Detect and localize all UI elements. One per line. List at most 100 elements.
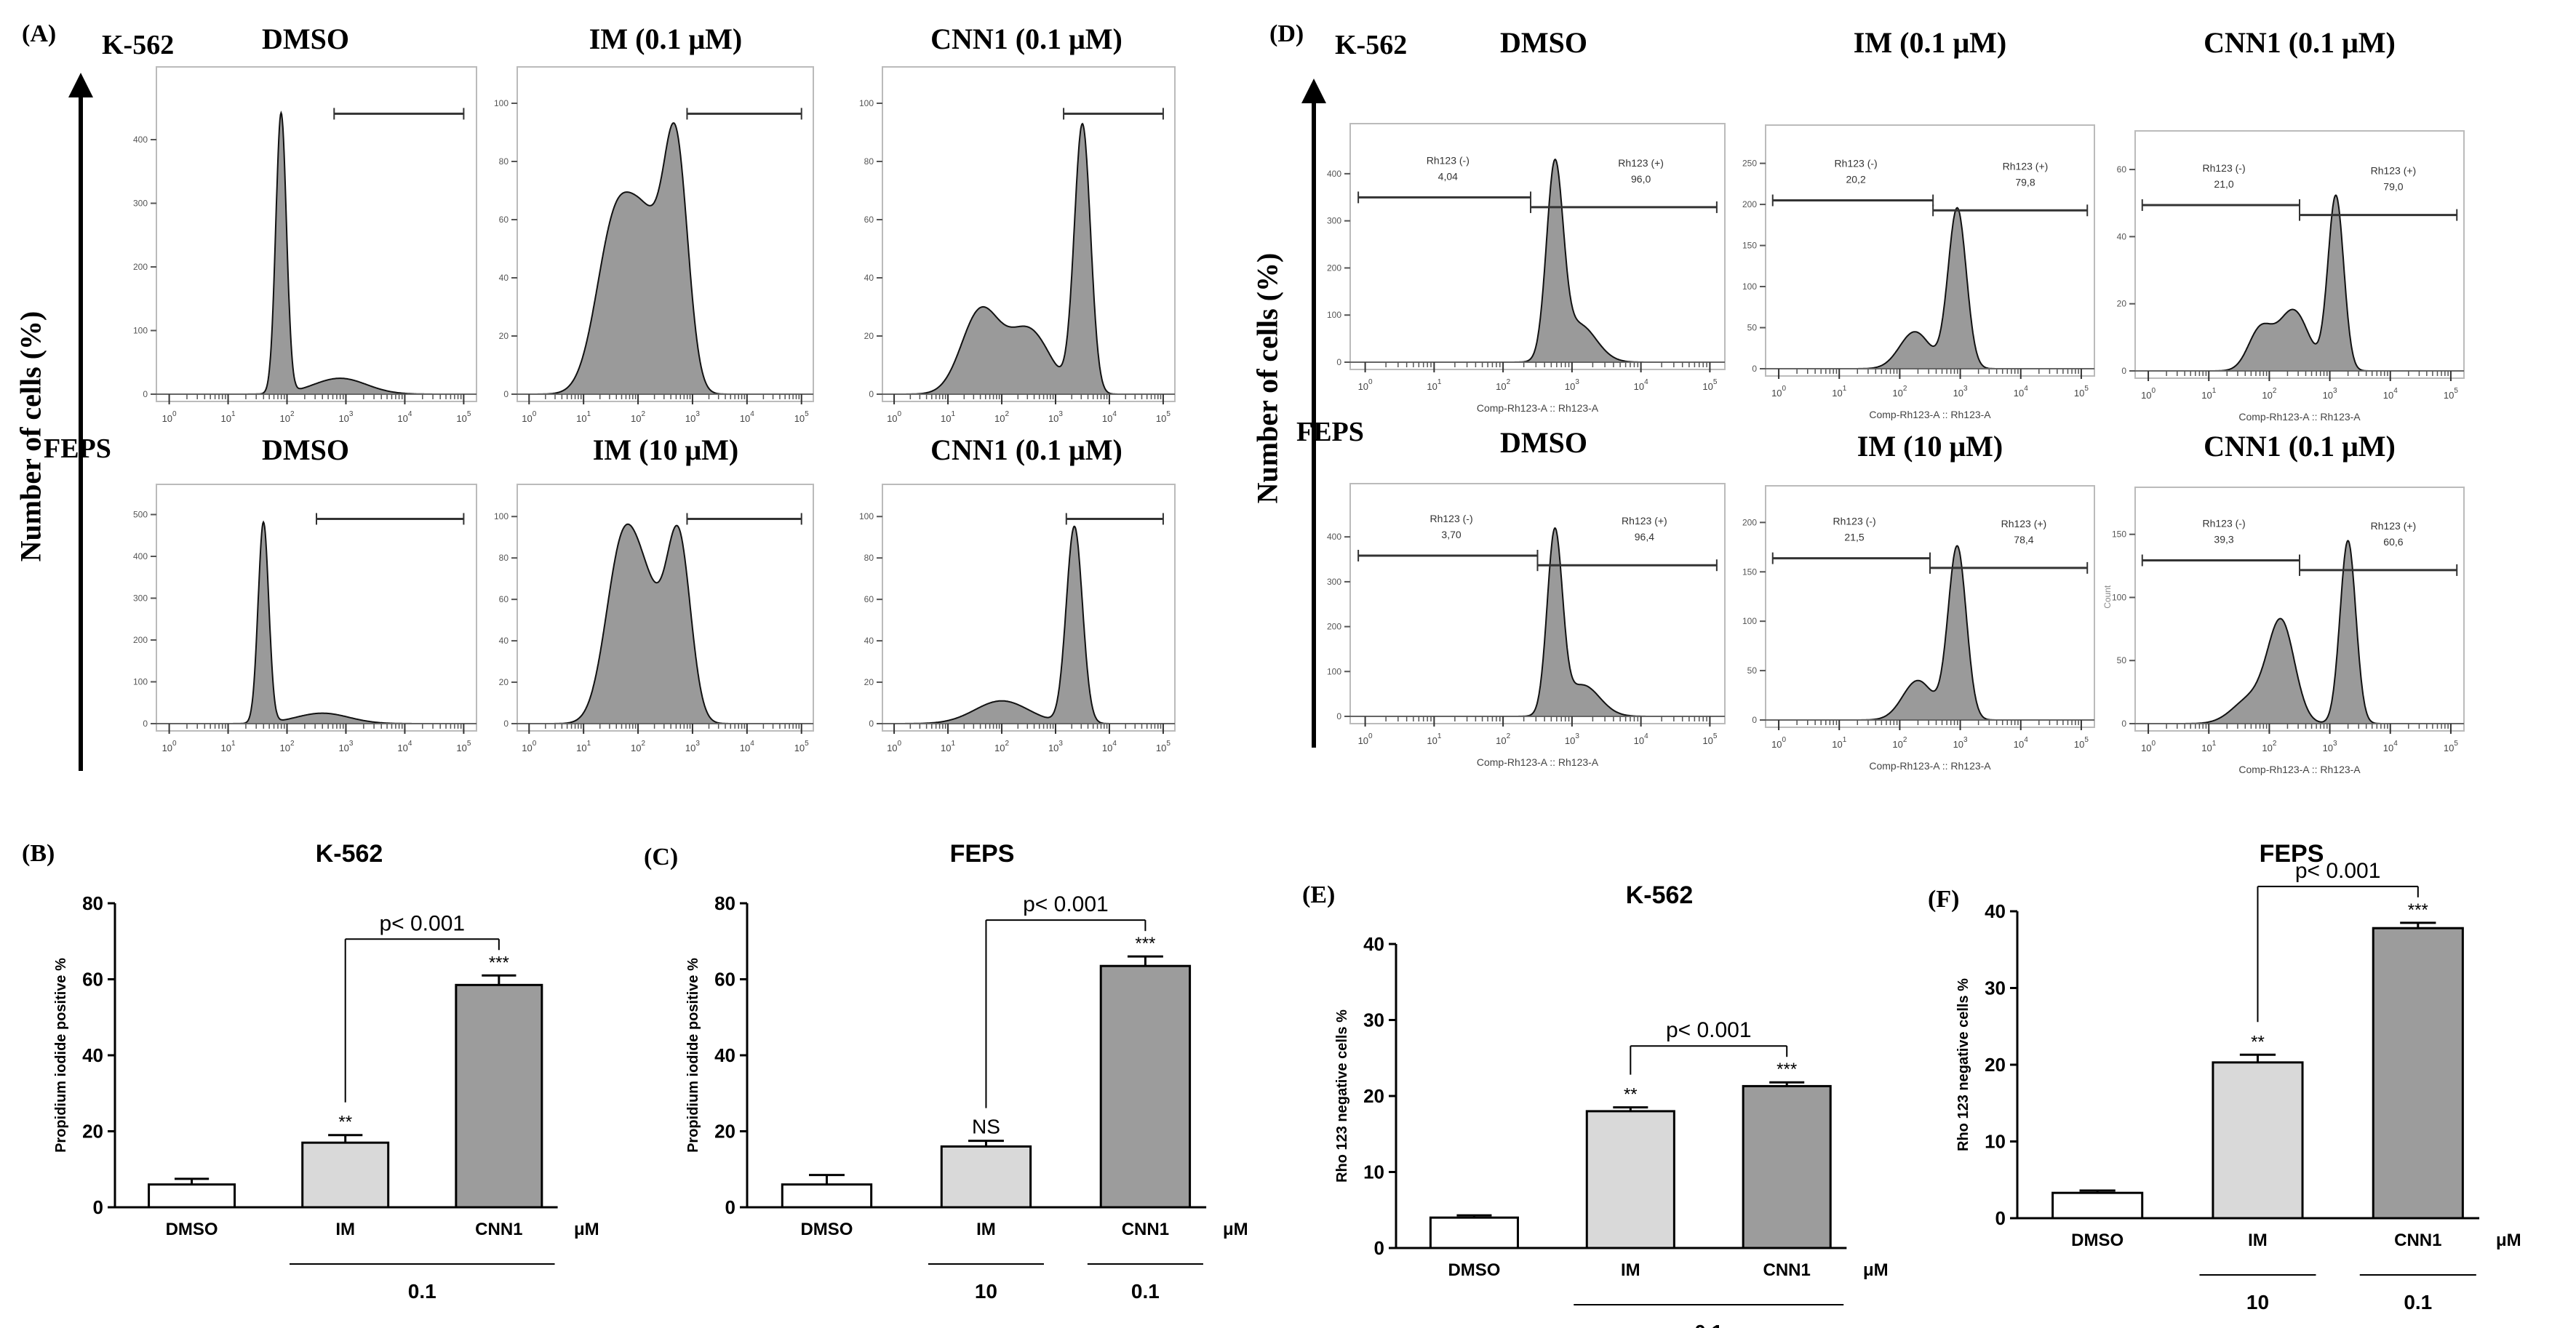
bar-chart-svg: 0 10 20 30 40 Rho 123 negative cells % DMSO ** I…: [1334, 933, 1889, 1328]
y-tick-label: 30: [1985, 977, 2006, 999]
y-tick-label: 40: [864, 636, 874, 646]
y-tick-label: 20: [714, 1121, 735, 1143]
category-label: DMSO: [800, 1220, 853, 1239]
bar-im: [2212, 1061, 2304, 1220]
y-tick-label: 0: [1752, 715, 1757, 725]
y-tick-label: 20: [499, 331, 509, 341]
gate-value-negative: 3,70: [1441, 529, 1461, 540]
gate-value-negative: 39,3: [2214, 534, 2233, 545]
x-tick-exponent: 5: [467, 410, 471, 418]
category-label: IM: [335, 1220, 355, 1239]
gate-value-positive: 79,8: [2015, 176, 2035, 188]
x-tick-label: 104: [740, 740, 754, 753]
x-tick-label: 101: [2201, 740, 2216, 753]
x-tick-label: 101: [221, 410, 236, 424]
histogram-curve: [1769, 207, 2091, 369]
x-tick-exponent: 1: [952, 410, 956, 418]
bar-chart-svg: 0 20 40 60 80 Propidium iodide positive % DMSO…: [53, 892, 599, 1303]
x-tick-label: 103: [1953, 385, 1968, 399]
y-tick-label: 0: [2121, 366, 2126, 376]
y-tick-label: 100: [494, 98, 509, 108]
x-tick-label: 100: [162, 740, 177, 753]
significance-marker: **: [1624, 1085, 1638, 1105]
x-tick-label: 101: [1427, 378, 1441, 392]
category-label: IM: [2248, 1231, 2268, 1250]
y-tick-label: 10: [1985, 1131, 2006, 1153]
bar-dmso: [148, 1183, 236, 1209]
gate-value-negative: 20,2: [1846, 174, 1865, 185]
x-tick-label: 105: [2074, 385, 2089, 399]
y-tick-label: 400: [133, 551, 148, 561]
histogram-curve: [160, 110, 473, 395]
gate-value-positive: 60,6: [2383, 536, 2403, 548]
histogram-curve: [885, 525, 1172, 724]
gate-label-positive: Rh123 (+): [2371, 165, 2417, 177]
x-tick-exponent: 2: [642, 410, 646, 418]
x-tick-label: 104: [2014, 736, 2028, 750]
x-tick-label: 103: [338, 410, 353, 424]
x-tick-label: 104: [2383, 740, 2398, 753]
significance-marker: ***: [489, 953, 509, 972]
y-tick-label: 250: [1742, 159, 1757, 169]
plot-frame: [1765, 124, 2095, 377]
gate-value-positive: 96,0: [1631, 173, 1651, 185]
x-tick-exponent: 1: [1437, 732, 1442, 740]
x-tick-exponent: 5: [2084, 385, 2089, 393]
y-tick-label: 50: [2117, 655, 2127, 665]
y-tick-label: 80: [499, 156, 509, 167]
x-tick-exponent: 3: [349, 740, 354, 748]
hist-title: DMSO: [1500, 26, 1587, 59]
x-tick-label: 103: [1953, 736, 1968, 750]
panel-label-a: (A): [22, 20, 57, 47]
x-tick-exponent: 1: [1843, 736, 1847, 744]
x-tick-exponent: 1: [587, 410, 591, 418]
y-tick-label: 20: [864, 331, 874, 341]
x-tick-exponent: 5: [2084, 736, 2089, 744]
significance-marker: ***: [1135, 934, 1155, 953]
histogram-a-feps-cnn1: 0 20 40 60 80 100 100 101 102 103 104 105: [859, 484, 1176, 753]
cell-line-label-feps-a: FEPS: [44, 433, 111, 464]
significance-marker: NS: [972, 1116, 1000, 1138]
histogram-d-k562-dmso: 0 100 200 300 400 100 101 102 103 104 105 Comp-Rh12…: [1327, 123, 1726, 414]
gate-label-positive: Rh123 (+): [2003, 160, 2049, 172]
x-tick-label: 101: [1832, 385, 1846, 399]
y-tick-label: 150: [1742, 241, 1757, 251]
x-tick-label: 100: [522, 740, 536, 753]
y-tick-label: 40: [1363, 933, 1384, 955]
plot-frame: [2134, 130, 2465, 379]
y-axis-label: Count: [2102, 585, 2113, 609]
bar-cnn1: [1099, 964, 1192, 1209]
significance-marker: **: [2251, 1032, 2265, 1052]
bar-chart-c: 0 20 40 60 80 Propidium iodide positive % DMSO…: [685, 892, 1248, 1303]
cell-line-label-k562-a: K-562: [102, 30, 175, 60]
x-tick-label: 105: [2444, 387, 2458, 401]
plot-frame: [2134, 487, 2465, 732]
y-tick-label: 0: [869, 389, 874, 399]
x-tick-exponent: 4: [1112, 740, 1117, 748]
bar-chart-title-f: FEPS: [2259, 840, 2324, 868]
x-tick-label: 103: [1048, 740, 1063, 753]
bar-im: [1585, 1110, 1675, 1249]
x-tick-label: 102: [280, 410, 295, 424]
x-tick-exponent: 2: [1507, 732, 1511, 740]
y-tick-label: 20: [2117, 299, 2127, 309]
histogram-d-feps-dmso: 0 100 200 300 400 100 101 102 103 104 105 Comp-Rh12…: [1327, 483, 1726, 768]
bar-chart-svg: 0 20 40 60 80 Propidium iodide positive % DMSO…: [685, 892, 1248, 1303]
x-tick-label: 102: [1496, 732, 1510, 746]
concentration-label: 0.1: [1131, 1280, 1160, 1303]
y-tick-label: 0: [869, 719, 874, 729]
plot-frame: [517, 484, 814, 732]
x-tick-label: 103: [1565, 732, 1579, 746]
gate-label-positive: Rh123 (+): [2001, 518, 2047, 529]
panel-label-f: (F): [1928, 886, 1960, 913]
x-tick-exponent: 1: [587, 740, 591, 748]
hist-title: CNN1 (0.1 μM): [930, 23, 1122, 55]
plot-frame: [1349, 483, 1726, 724]
bar-chart-title-c: FEPS: [949, 840, 1015, 868]
x-tick-exponent: 4: [408, 410, 412, 418]
x-tick-label: 102: [2262, 387, 2276, 401]
